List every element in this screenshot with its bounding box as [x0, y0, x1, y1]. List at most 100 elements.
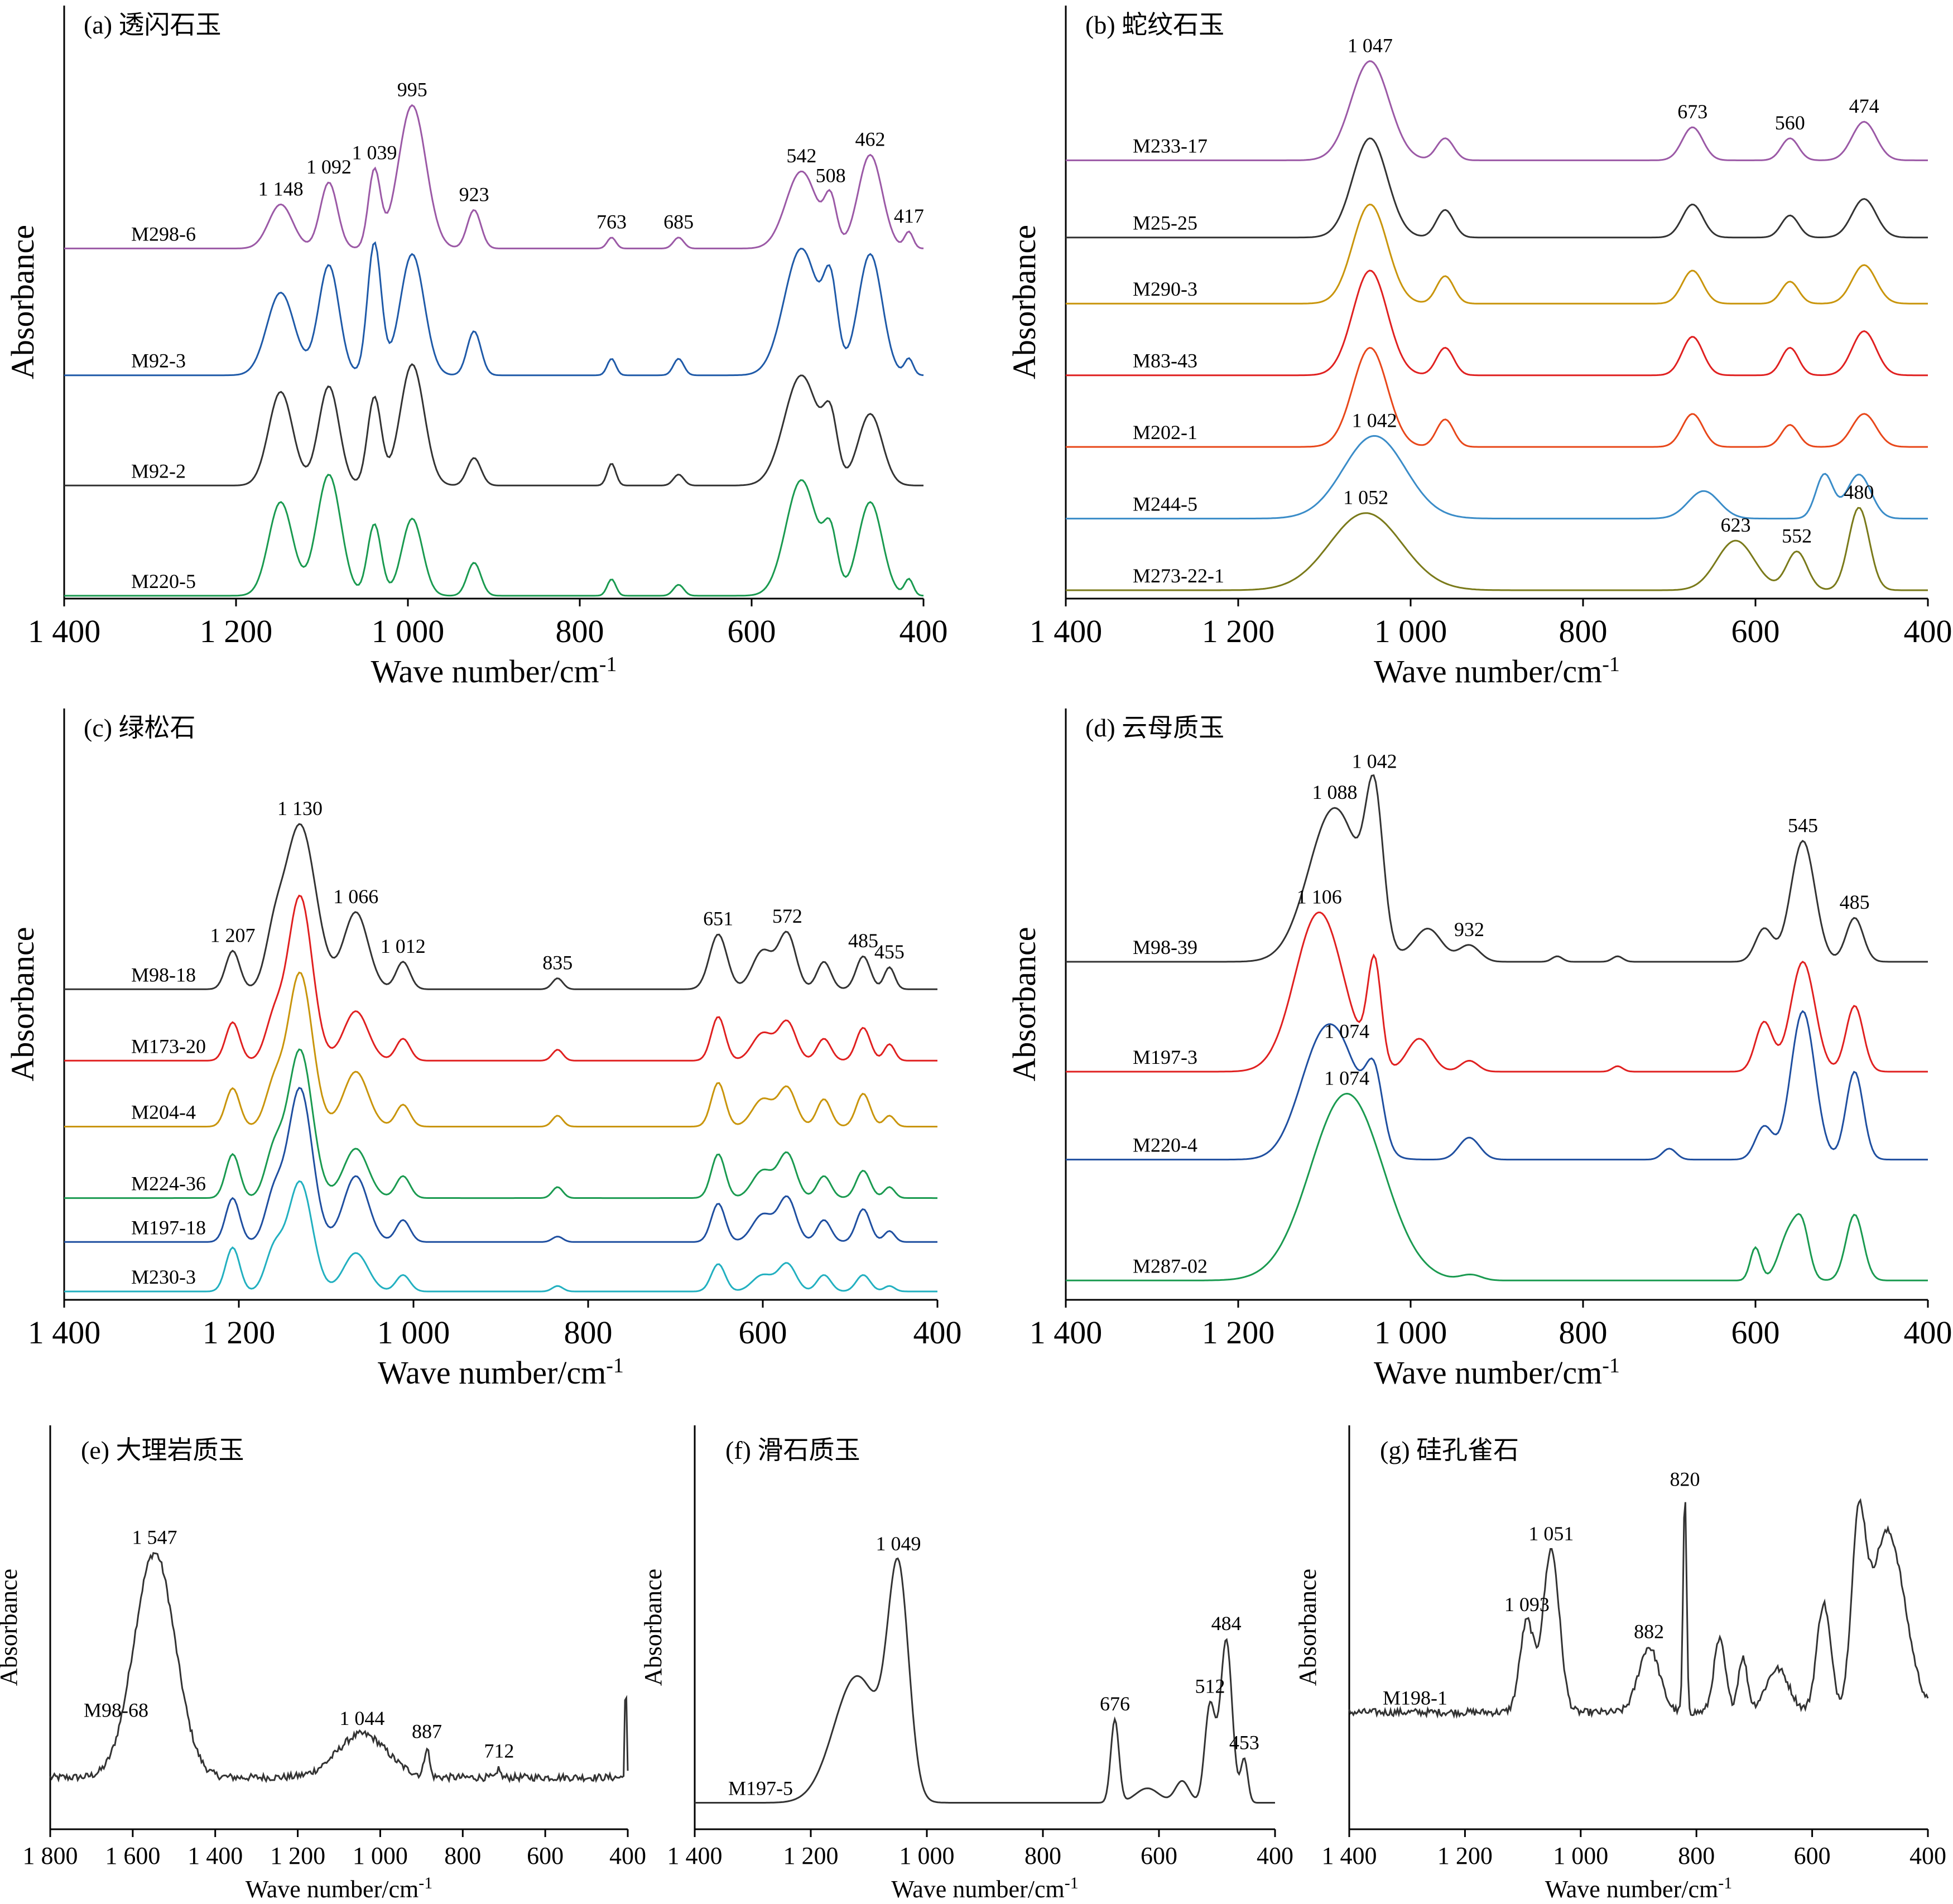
peak-label: 676 [1100, 1693, 1130, 1715]
x-tick-label: 400 [1909, 1842, 1946, 1869]
x-tick-label: 800 [444, 1842, 481, 1869]
series-label: M92-2 [131, 460, 186, 482]
series-label: M98-68 [84, 1699, 148, 1721]
series-line-M197-5 [695, 1557, 1275, 1804]
x-tick-label: 1 200 [1202, 613, 1275, 649]
x-tick-label: 1 000 [1374, 1314, 1447, 1351]
series-line-M287-02 [1066, 1092, 1928, 1281]
panel-a: 1 400 1 200 1 000 800 600 400 Wave number/cm-1… [4, 6, 948, 690]
x-tick-label: 1 200 [203, 1314, 276, 1351]
x-tick-label: 400 [609, 1842, 646, 1869]
x-axis-label: Wave number/cm-1 [891, 1874, 1078, 1903]
peak-label: 1 106 [1297, 885, 1342, 908]
y-axis-label: Absorbance [4, 927, 41, 1081]
series-line-M298-6 [64, 104, 924, 249]
panel-title: (g) 硅孔雀石 [1380, 1436, 1519, 1464]
panel-d: 1 400 1 200 1 000 800 600 400 Wave number/cm-1… [1006, 708, 1952, 1391]
x-tick-label: 1 400 [28, 613, 101, 649]
x-tick-label: 800 [1559, 1314, 1608, 1351]
x-tick-label: 600 [728, 613, 776, 649]
peak-label: 485 [1840, 891, 1870, 913]
peak-label: 1 547 [132, 1526, 177, 1549]
panel-title: (d) 云母质玉 [1085, 714, 1224, 742]
peak-label: 1 093 [1504, 1593, 1550, 1616]
peak-label: 1 039 [352, 141, 397, 163]
series-label: M202-1 [1133, 421, 1197, 444]
series-line-M224-36 [64, 1048, 937, 1199]
series-label: M220-4 [1133, 1134, 1197, 1156]
x-tick-label: 1 000 [372, 613, 445, 649]
x-axis-label: Wave number/cm-1 [246, 1874, 432, 1903]
series-label: M98-39 [1133, 936, 1197, 958]
x-tick-label: 600 [527, 1842, 564, 1869]
peak-label: 508 [816, 164, 846, 186]
peak-label: 1 052 [1343, 486, 1388, 509]
peak-label: 1 088 [1312, 781, 1358, 803]
series-label: M197-5 [728, 1777, 793, 1799]
series-label: M197-3 [1133, 1046, 1197, 1068]
peak-label: 455 [874, 941, 905, 963]
x-axis-label: Wave number/cm-1 [1374, 1354, 1620, 1391]
panel-title: (b) 蛇纹石玉 [1085, 11, 1224, 39]
peak-label: 572 [772, 905, 802, 927]
x-tick-label: 400 [1904, 1314, 1952, 1351]
x-tick-label: 600 [739, 1314, 787, 1351]
x-tick-label: 1 400 [667, 1842, 723, 1869]
peak-label: 1 051 [1528, 1522, 1574, 1545]
x-tick-label: 1 600 [105, 1842, 160, 1869]
peak-label: 485 [848, 929, 878, 952]
x-tick-label: 1 400 [1322, 1842, 1377, 1869]
peak-label: 820 [1670, 1468, 1700, 1491]
peak-label: 882 [1634, 1620, 1664, 1642]
x-tick-label: 600 [1794, 1842, 1831, 1869]
series-label: M220-5 [131, 570, 196, 592]
x-tick-label: 400 [899, 613, 948, 649]
panel-g: 1 400 1 200 1 000 800 600 400 Wave number/cm-1… [1294, 1425, 1946, 1903]
x-tick-label: 400 [913, 1314, 962, 1351]
x-axis-label: Wave number/cm-1 [371, 653, 617, 690]
peak-label: 763 [597, 211, 627, 233]
x-tick-label: 1 800 [23, 1842, 78, 1869]
peak-label: 623 [1720, 514, 1750, 536]
peak-label: 1 042 [1352, 409, 1397, 431]
x-tick-label: 800 [1024, 1842, 1061, 1869]
peak-label: 712 [484, 1740, 514, 1762]
series-line-M197-3 [1066, 912, 1928, 1073]
series-label: M298-6 [131, 223, 196, 245]
series-line-M220-5 [64, 474, 924, 597]
y-axis-label: Absorbance [4, 225, 41, 379]
series-label: M233-17 [1133, 134, 1208, 157]
x-axis-label: Wave number/cm-1 [1374, 653, 1620, 690]
x-tick-label: 1 400 [187, 1842, 243, 1869]
peak-label: 887 [412, 1720, 442, 1743]
series-line-M290-3 [1066, 203, 1928, 305]
peak-label: 932 [1454, 918, 1484, 941]
x-tick-label: 400 [1257, 1842, 1293, 1869]
x-tick-label: 1 000 [1374, 613, 1447, 649]
series-label: M98-18 [131, 963, 196, 986]
peak-label: 651 [703, 908, 733, 930]
peak-label: 552 [1782, 524, 1812, 547]
series-line-M98-18 [64, 823, 937, 990]
peak-label: 560 [1775, 112, 1805, 134]
peak-label: 1 044 [339, 1707, 384, 1729]
x-tick-label: 1 000 [1553, 1842, 1608, 1869]
series-label: M173-20 [131, 1035, 206, 1057]
series-line-M198-1 [1348, 1498, 1929, 1719]
series-label: M244-5 [1133, 493, 1197, 515]
panel-title: (c) 绿松石 [84, 714, 196, 742]
peak-label: 1 066 [333, 885, 378, 908]
series-line-M233-17 [1066, 60, 1928, 161]
peak-label: 1 130 [277, 797, 323, 820]
series-line-M98-68 [49, 1551, 629, 1784]
y-axis-label: Absorbance [0, 1569, 22, 1686]
series-line-M25-25 [1066, 137, 1928, 239]
peak-label: 1 047 [1348, 35, 1393, 57]
peak-label: 1 074 [1324, 1020, 1369, 1043]
y-axis-label: Absorbance [639, 1569, 667, 1686]
series-label: M197-18 [131, 1216, 206, 1238]
peak-label: 417 [894, 205, 924, 227]
x-tick-label: 1 200 [1202, 1314, 1275, 1351]
peak-label: 1 092 [306, 156, 352, 178]
